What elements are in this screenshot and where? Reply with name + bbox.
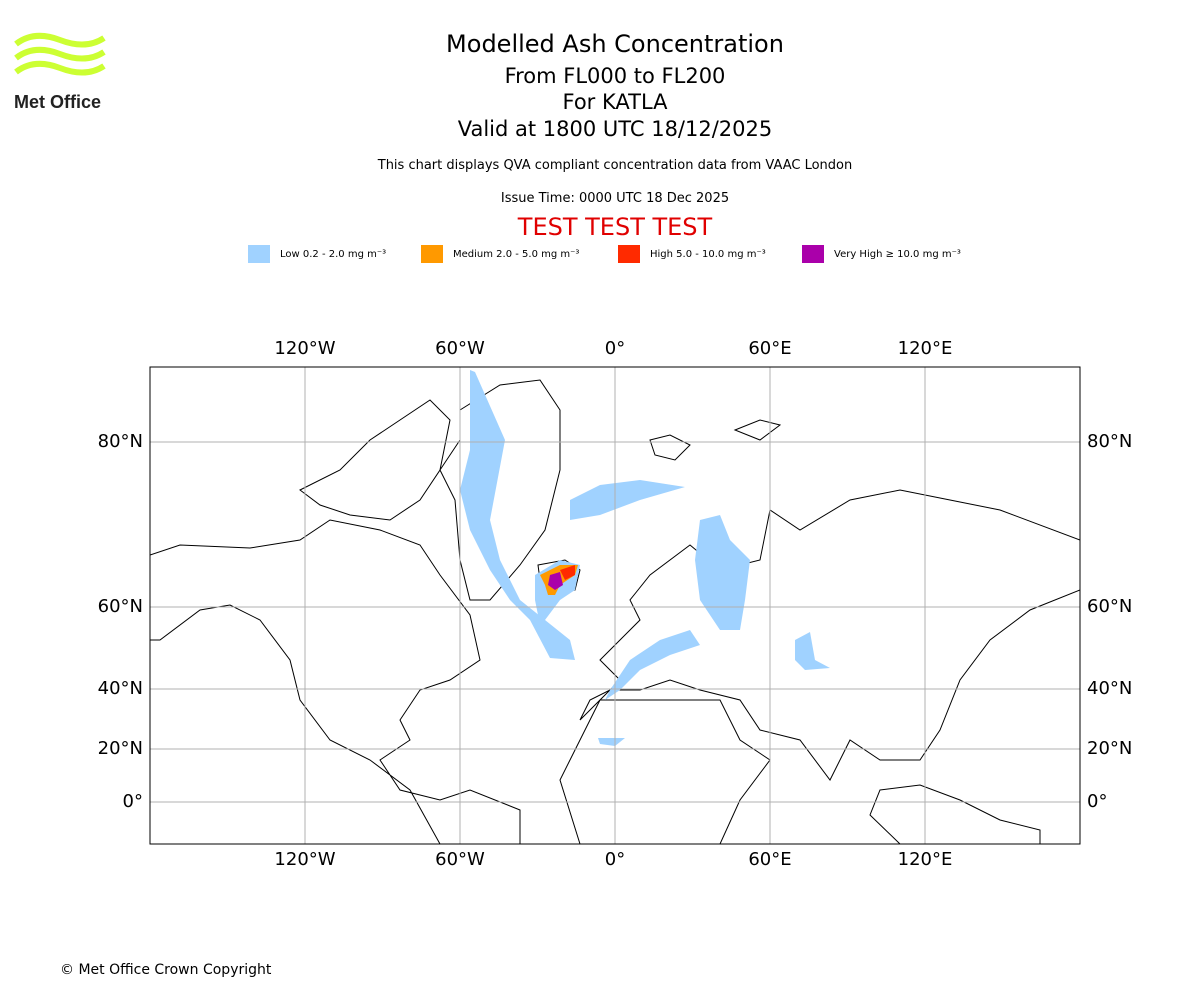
ash-low	[605, 630, 700, 700]
legend-low: Low 0.2 - 2.0 mg m⁻³	[248, 244, 386, 264]
maritime-se-asia	[869, 784, 1041, 844]
legend-high: High 5.0 - 10.0 mg m⁻³	[618, 244, 766, 264]
met-office-logo: Met Office	[14, 30, 106, 116]
lat-tick-left: 40°N	[97, 678, 143, 699]
lat-tick-left: 60°N	[97, 596, 143, 617]
legend-label: High 5.0 - 10.0 mg m⁻³	[650, 248, 766, 260]
issue-time: Issue Time: 0000 UTC 18 Dec 2025	[500, 191, 730, 206]
lon-tick-bottom: 60°W	[435, 849, 485, 870]
north-america	[150, 519, 521, 844]
lon-tick-top: 120°E	[897, 338, 953, 359]
volcano-name: For KATLA	[562, 90, 668, 114]
legend-swatch	[421, 245, 443, 263]
lat-tick-right: 40°N	[1087, 678, 1133, 699]
lat-tick-right: 60°N	[1087, 596, 1133, 617]
africa	[559, 699, 771, 844]
copyright: © Met Office Crown Copyright	[60, 962, 272, 978]
lon-tick-bottom: 0°	[604, 849, 626, 870]
lon-tick-top: 0°	[604, 338, 626, 359]
legend-swatch	[802, 245, 824, 263]
ash-low	[695, 515, 750, 630]
ash-low	[598, 738, 625, 746]
canadian-arctic	[299, 399, 451, 521]
legend-label: Very High ≥ 10.0 mg m⁻³	[834, 248, 961, 260]
legend-label: Low 0.2 - 2.0 mg m⁻³	[280, 248, 387, 260]
lon-tick-bottom: 60°E	[748, 849, 792, 870]
flight-levels: From FL000 to FL200	[504, 64, 726, 88]
lat-tick-left: 20°N	[97, 738, 143, 759]
ash-low	[795, 632, 830, 670]
graticule	[150, 367, 1080, 844]
map-frame	[149, 366, 1081, 845]
svalbard	[649, 434, 691, 461]
lon-tick-bottom: 120°E	[897, 849, 953, 870]
legend-swatch	[618, 245, 640, 263]
legend-medium: Medium 2.0 - 5.0 mg m⁻³	[421, 244, 579, 264]
lon-tick-bottom: 120°W	[274, 849, 336, 870]
chart-title: Modelled Ash Concentration	[446, 30, 784, 58]
ash-low	[570, 480, 685, 520]
lat-tick-left: 80°N	[97, 431, 143, 452]
svg-text:Met Office: Met Office	[14, 92, 101, 112]
legend-label: Medium 2.0 - 5.0 mg m⁻³	[453, 248, 580, 260]
legend-very-high: Very High ≥ 10.0 mg m⁻³	[802, 244, 961, 264]
lat-tick-left: 0°	[122, 791, 143, 812]
lat-tick-right: 0°	[1087, 791, 1108, 812]
legend-swatch	[248, 245, 270, 263]
lon-tick-top: 60°W	[435, 338, 485, 359]
test-banner: TEST TEST TEST	[517, 213, 713, 241]
lon-tick-top: 60°E	[748, 338, 792, 359]
valid-time: Valid at 1800 UTC 18/12/2025	[457, 117, 773, 141]
lat-tick-right: 80°N	[1087, 431, 1133, 452]
ash-very-high	[548, 572, 563, 590]
ash-high	[560, 565, 575, 580]
description: This chart displays QVA compliant concen…	[377, 158, 853, 173]
lat-tick-right: 20°N	[1087, 738, 1133, 759]
novaya-zemlya	[733, 419, 782, 441]
lon-tick-top: 120°W	[274, 338, 336, 359]
